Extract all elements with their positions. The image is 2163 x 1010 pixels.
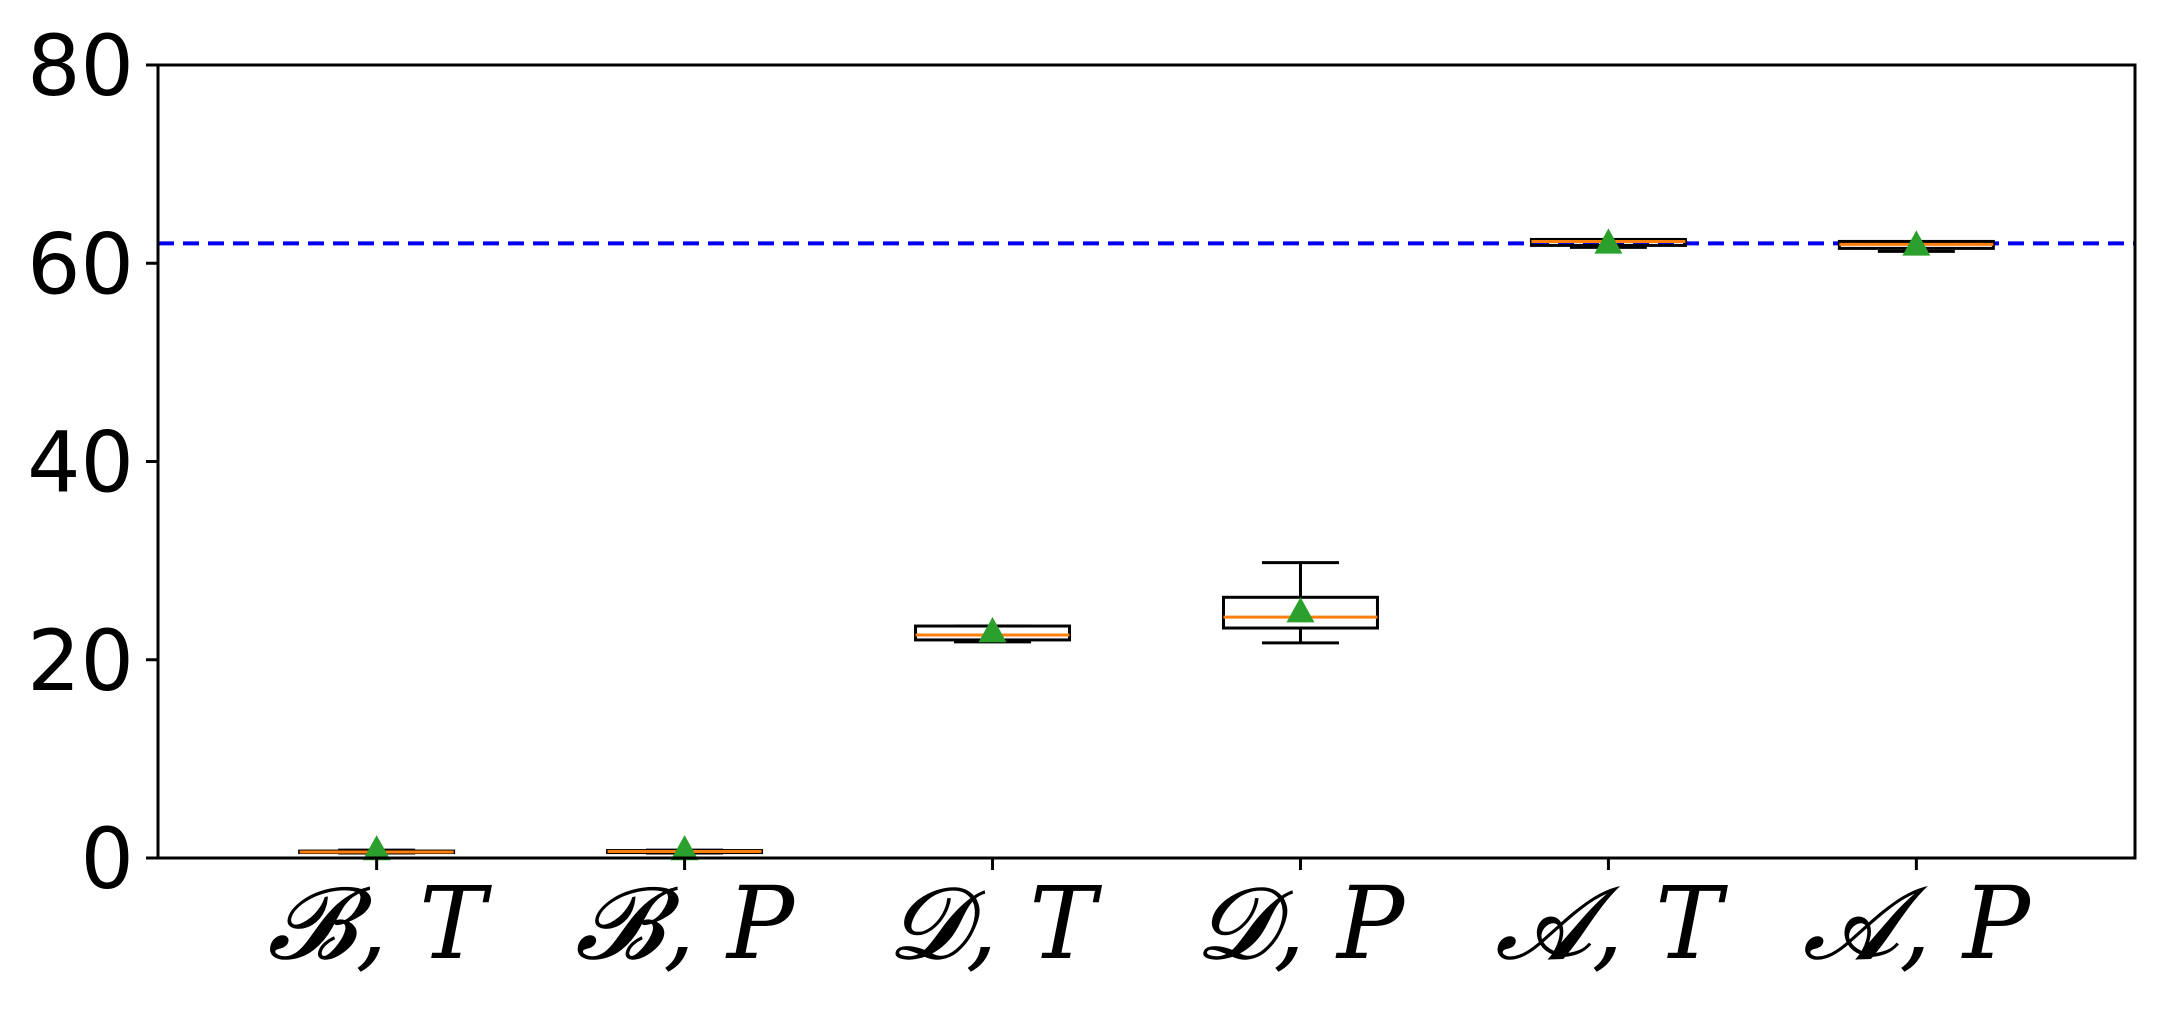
x-tick-label: 𝓑, P bbox=[575, 865, 796, 982]
box-0 bbox=[298, 835, 456, 861]
y-tick-label: 0 bbox=[81, 810, 134, 908]
mean-marker bbox=[670, 835, 699, 861]
y-tick-label: 60 bbox=[27, 215, 134, 313]
x-tick-label: 𝓓, P bbox=[1197, 865, 1406, 982]
y-tick-label: 80 bbox=[27, 17, 134, 115]
x-tick-label: 𝓑, T bbox=[267, 865, 492, 982]
x-axis: 𝓑, T 𝓑, P 𝓓, T 𝓓, P 𝓐, T 𝓐, P bbox=[267, 858, 2032, 982]
box-1 bbox=[606, 835, 764, 861]
y-tick-label: 40 bbox=[27, 414, 134, 512]
mean-marker bbox=[1902, 230, 1931, 256]
mean-marker bbox=[1286, 597, 1315, 623]
y-tick-label: 20 bbox=[27, 612, 134, 710]
boxes-layer bbox=[298, 228, 1995, 861]
plot-frame bbox=[156, 63, 2137, 860]
mean-marker bbox=[1594, 228, 1623, 254]
x-tick-label: 𝓐, T bbox=[1495, 865, 1728, 982]
y-axis: 0 20 40 60 80 bbox=[27, 17, 158, 908]
box-5 bbox=[1837, 230, 1995, 256]
x-tick-label: 𝓓, T bbox=[889, 865, 1102, 982]
x-tick-label: 𝓐, P bbox=[1803, 865, 2032, 982]
box-2 bbox=[914, 617, 1072, 644]
mean-marker bbox=[362, 835, 391, 861]
box-3 bbox=[1221, 561, 1379, 645]
box-4 bbox=[1529, 228, 1687, 254]
mean-marker bbox=[978, 617, 1007, 643]
